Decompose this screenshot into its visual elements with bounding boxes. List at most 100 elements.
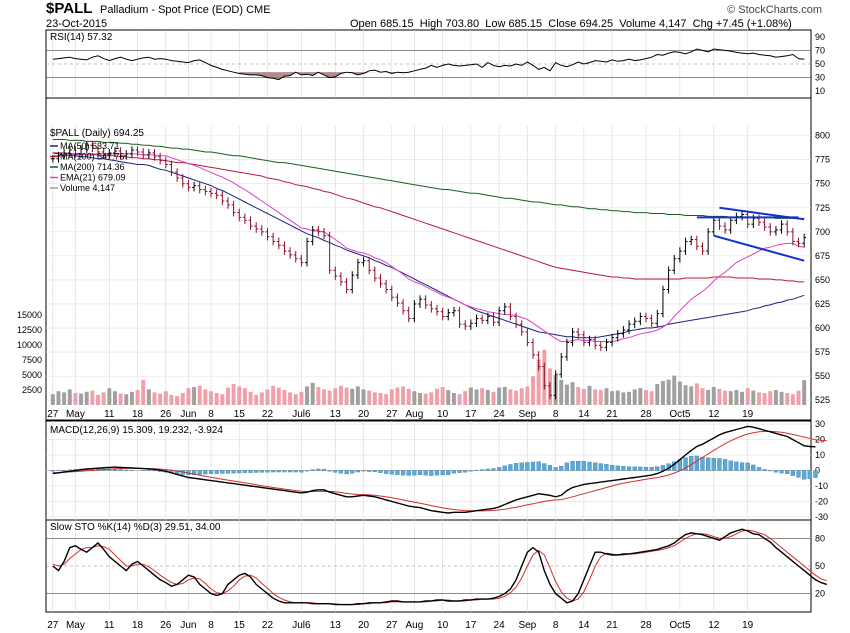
macd-histogram-bar bbox=[802, 470, 807, 480]
volume-bar bbox=[423, 393, 428, 405]
macd-histogram-bar bbox=[468, 470, 473, 472]
volume-tick-label: 12500 bbox=[17, 325, 42, 335]
volume-bar bbox=[802, 380, 807, 405]
volume-bar bbox=[282, 390, 287, 405]
x-axis-label: Jul6 bbox=[292, 620, 311, 631]
macd-histogram-bar bbox=[643, 466, 649, 471]
volume-bar bbox=[711, 387, 716, 405]
x-axis-label: 17 bbox=[465, 620, 477, 631]
x-axis-label: 13 bbox=[330, 409, 342, 420]
x-axis-label: 26 bbox=[160, 620, 172, 631]
volume-bar bbox=[429, 392, 434, 405]
macd-histogram-bar bbox=[293, 470, 298, 473]
macd-histogram-bar bbox=[231, 470, 236, 474]
legend-entry: Volume 4,147 bbox=[60, 183, 115, 193]
volume-bar bbox=[604, 388, 609, 405]
macd-histogram-bar bbox=[609, 464, 615, 471]
copyright-label: © StockCharts.com bbox=[727, 4, 822, 16]
volume-bar bbox=[401, 386, 406, 405]
macd-histogram-bar bbox=[384, 470, 389, 474]
x-axis-label: 27 bbox=[47, 409, 59, 420]
macd-histogram-bar bbox=[395, 470, 400, 475]
x-axis-label: 22 bbox=[262, 620, 274, 631]
legend-entry: MA(50) 633.71 bbox=[60, 141, 120, 151]
macd-histogram-bar bbox=[338, 470, 344, 474]
macd-histogram-bar bbox=[304, 470, 310, 472]
macd-histogram-bar bbox=[276, 470, 281, 473]
macd-histogram-bar bbox=[434, 470, 440, 476]
volume-bar bbox=[587, 385, 592, 405]
volume-bar bbox=[508, 389, 513, 405]
macd-histogram-bar bbox=[530, 461, 536, 471]
volume-bar bbox=[79, 393, 84, 405]
sto-k-line bbox=[52, 528, 828, 606]
macd-histogram-bar bbox=[717, 458, 722, 471]
volume-bar bbox=[531, 376, 535, 405]
x-axis-label: 14 bbox=[578, 409, 590, 420]
volume-bar bbox=[96, 394, 100, 405]
ma100-line bbox=[52, 152, 805, 283]
volume-bar bbox=[389, 389, 394, 405]
macd-histogram-bar bbox=[615, 465, 620, 471]
volume-bar bbox=[779, 391, 784, 405]
volume-bar bbox=[124, 394, 129, 405]
x-axis-label: 10 bbox=[437, 409, 449, 420]
x-axis-label: 12 bbox=[708, 620, 720, 631]
volume-bar bbox=[632, 389, 637, 405]
macd-histogram-bar bbox=[728, 460, 733, 471]
volume-bar bbox=[745, 388, 750, 405]
volume-bar bbox=[254, 394, 259, 405]
volume-bar bbox=[790, 394, 795, 405]
volume-bar bbox=[395, 387, 400, 405]
volume-bar bbox=[175, 396, 180, 405]
volume-bar bbox=[570, 382, 575, 405]
volume-bar bbox=[514, 390, 519, 405]
x-axis-label: 13 bbox=[330, 620, 342, 631]
volume-bar bbox=[327, 390, 332, 405]
macd-histogram-bar bbox=[220, 470, 225, 474]
volume-bar bbox=[610, 391, 615, 405]
macd-histogram-bar bbox=[254, 470, 259, 473]
x-axis-label: 20 bbox=[358, 409, 370, 420]
x-axis-label: 27 bbox=[386, 620, 398, 631]
volume-bar bbox=[689, 386, 694, 405]
volume-bar bbox=[186, 388, 191, 405]
volume-bar bbox=[406, 388, 411, 405]
macd-histogram-bar bbox=[333, 470, 338, 473]
x-axis-label: 8 bbox=[208, 620, 214, 631]
macd-histogram-bar bbox=[400, 470, 406, 476]
price-tick-label: 650 bbox=[815, 275, 830, 285]
x-axis-label: 15 bbox=[234, 409, 246, 420]
volume-bar bbox=[129, 391, 134, 405]
volume-bar bbox=[378, 393, 383, 405]
x-axis-label: 19 bbox=[742, 620, 754, 631]
volume-bar bbox=[683, 385, 688, 405]
volume-bar bbox=[418, 393, 423, 405]
volume-bar bbox=[638, 388, 643, 405]
volume-bar bbox=[694, 383, 699, 405]
volume-bar bbox=[169, 394, 174, 405]
volume-bar bbox=[700, 388, 705, 405]
legend-entry: EMA(21) 679.09 bbox=[60, 173, 126, 183]
macd-histogram-bar bbox=[706, 457, 711, 471]
macd-histogram-bar bbox=[124, 469, 129, 471]
volume-bar bbox=[350, 388, 355, 405]
volume-bar bbox=[468, 387, 473, 405]
x-axis-label: 12 bbox=[708, 409, 720, 420]
x-axis-label: 28 bbox=[640, 620, 652, 631]
volume-bar bbox=[259, 392, 264, 405]
macd-histogram-bar bbox=[626, 466, 632, 471]
x-axis-label: 21 bbox=[607, 620, 619, 631]
rsi-tick-label: 50 bbox=[815, 59, 825, 69]
macd-histogram-bar bbox=[423, 470, 428, 476]
macd-histogram-bar bbox=[542, 463, 547, 471]
price-label: $PALL (Daily) 694.25 bbox=[50, 128, 144, 139]
volume-bar bbox=[135, 390, 140, 405]
x-axis-label: Jun bbox=[180, 409, 196, 420]
volume-bar bbox=[203, 389, 208, 405]
sto-label: Slow STO %K(14) %D(3) 29.51, 34.00 bbox=[50, 522, 221, 533]
volume-bar bbox=[146, 389, 151, 405]
volume-bar bbox=[118, 393, 123, 405]
macd-histogram-bar bbox=[756, 467, 762, 471]
x-axis-label: 20 bbox=[358, 620, 370, 631]
